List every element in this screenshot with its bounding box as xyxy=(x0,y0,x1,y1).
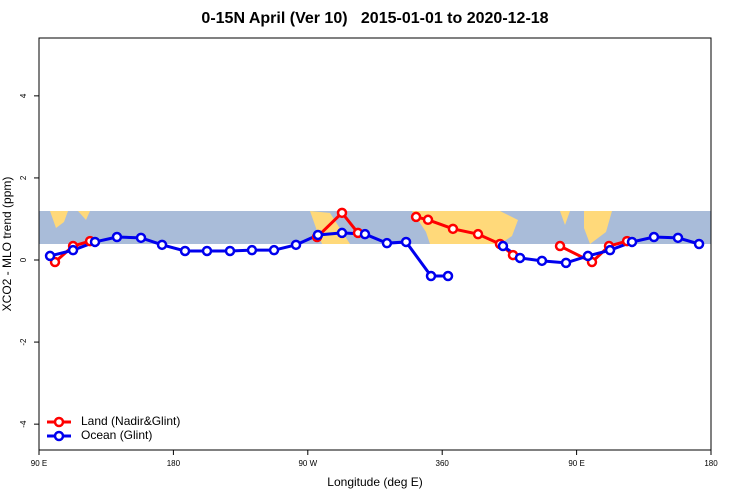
x-tick-label: 360 xyxy=(436,459,450,468)
y-tick-label: -4 xyxy=(19,420,28,428)
data-point xyxy=(554,240,566,252)
data-point xyxy=(497,240,509,252)
x-tick-label: 90 W xyxy=(298,459,317,468)
data-point xyxy=(312,229,324,241)
data-point xyxy=(224,245,236,257)
data-point xyxy=(336,227,348,239)
data-point xyxy=(44,250,56,262)
x-tick-label: 90 E xyxy=(568,459,584,468)
data-point xyxy=(290,239,302,251)
data-point xyxy=(447,223,459,235)
y-axis-label: XCO2 - MLO trend (ppm) xyxy=(0,177,14,312)
data-point xyxy=(560,257,572,269)
data-point xyxy=(410,211,422,223)
legend-marker xyxy=(53,430,65,442)
x-tick-label: 180 xyxy=(167,459,181,468)
data-point xyxy=(246,244,258,256)
data-point xyxy=(135,232,147,244)
data-point xyxy=(648,231,660,243)
data-point xyxy=(67,244,79,256)
y-tick-label: 4 xyxy=(19,93,28,98)
legend-label: Land (Nadir&Glint) xyxy=(81,414,180,428)
chart-title: 0-15N April (Ver 10) 2015-01-01 to 2020-… xyxy=(201,10,548,27)
x-tick-label: 180 xyxy=(704,459,718,468)
data-point xyxy=(359,228,371,240)
data-point xyxy=(582,250,594,262)
y-tick-label: 2 xyxy=(19,175,28,180)
data-point xyxy=(626,236,638,248)
plot-frame xyxy=(38,37,712,451)
data-point xyxy=(111,231,123,243)
data-point xyxy=(156,239,168,251)
data-point xyxy=(442,270,454,282)
data-point xyxy=(336,207,348,219)
data-point xyxy=(693,238,705,250)
y-tick-label: 0 xyxy=(19,257,28,262)
data-point xyxy=(400,236,412,248)
data-point xyxy=(425,270,437,282)
data-point xyxy=(381,237,393,249)
legend-marker xyxy=(53,416,65,428)
data-point xyxy=(536,255,548,267)
x-axis-label: Longitude (deg E) xyxy=(327,475,422,489)
data-point xyxy=(672,232,684,244)
data-point xyxy=(89,236,101,248)
data-point xyxy=(179,245,191,257)
data-point xyxy=(422,214,434,226)
y-tick-label: -2 xyxy=(19,338,28,346)
data-point xyxy=(472,228,484,240)
legend-label: Ocean (Glint) xyxy=(81,428,152,442)
data-point xyxy=(268,244,280,256)
x-tick-label: 90 E xyxy=(31,459,47,468)
data-point xyxy=(201,245,213,257)
data-point xyxy=(514,252,526,264)
data-point xyxy=(604,244,616,256)
